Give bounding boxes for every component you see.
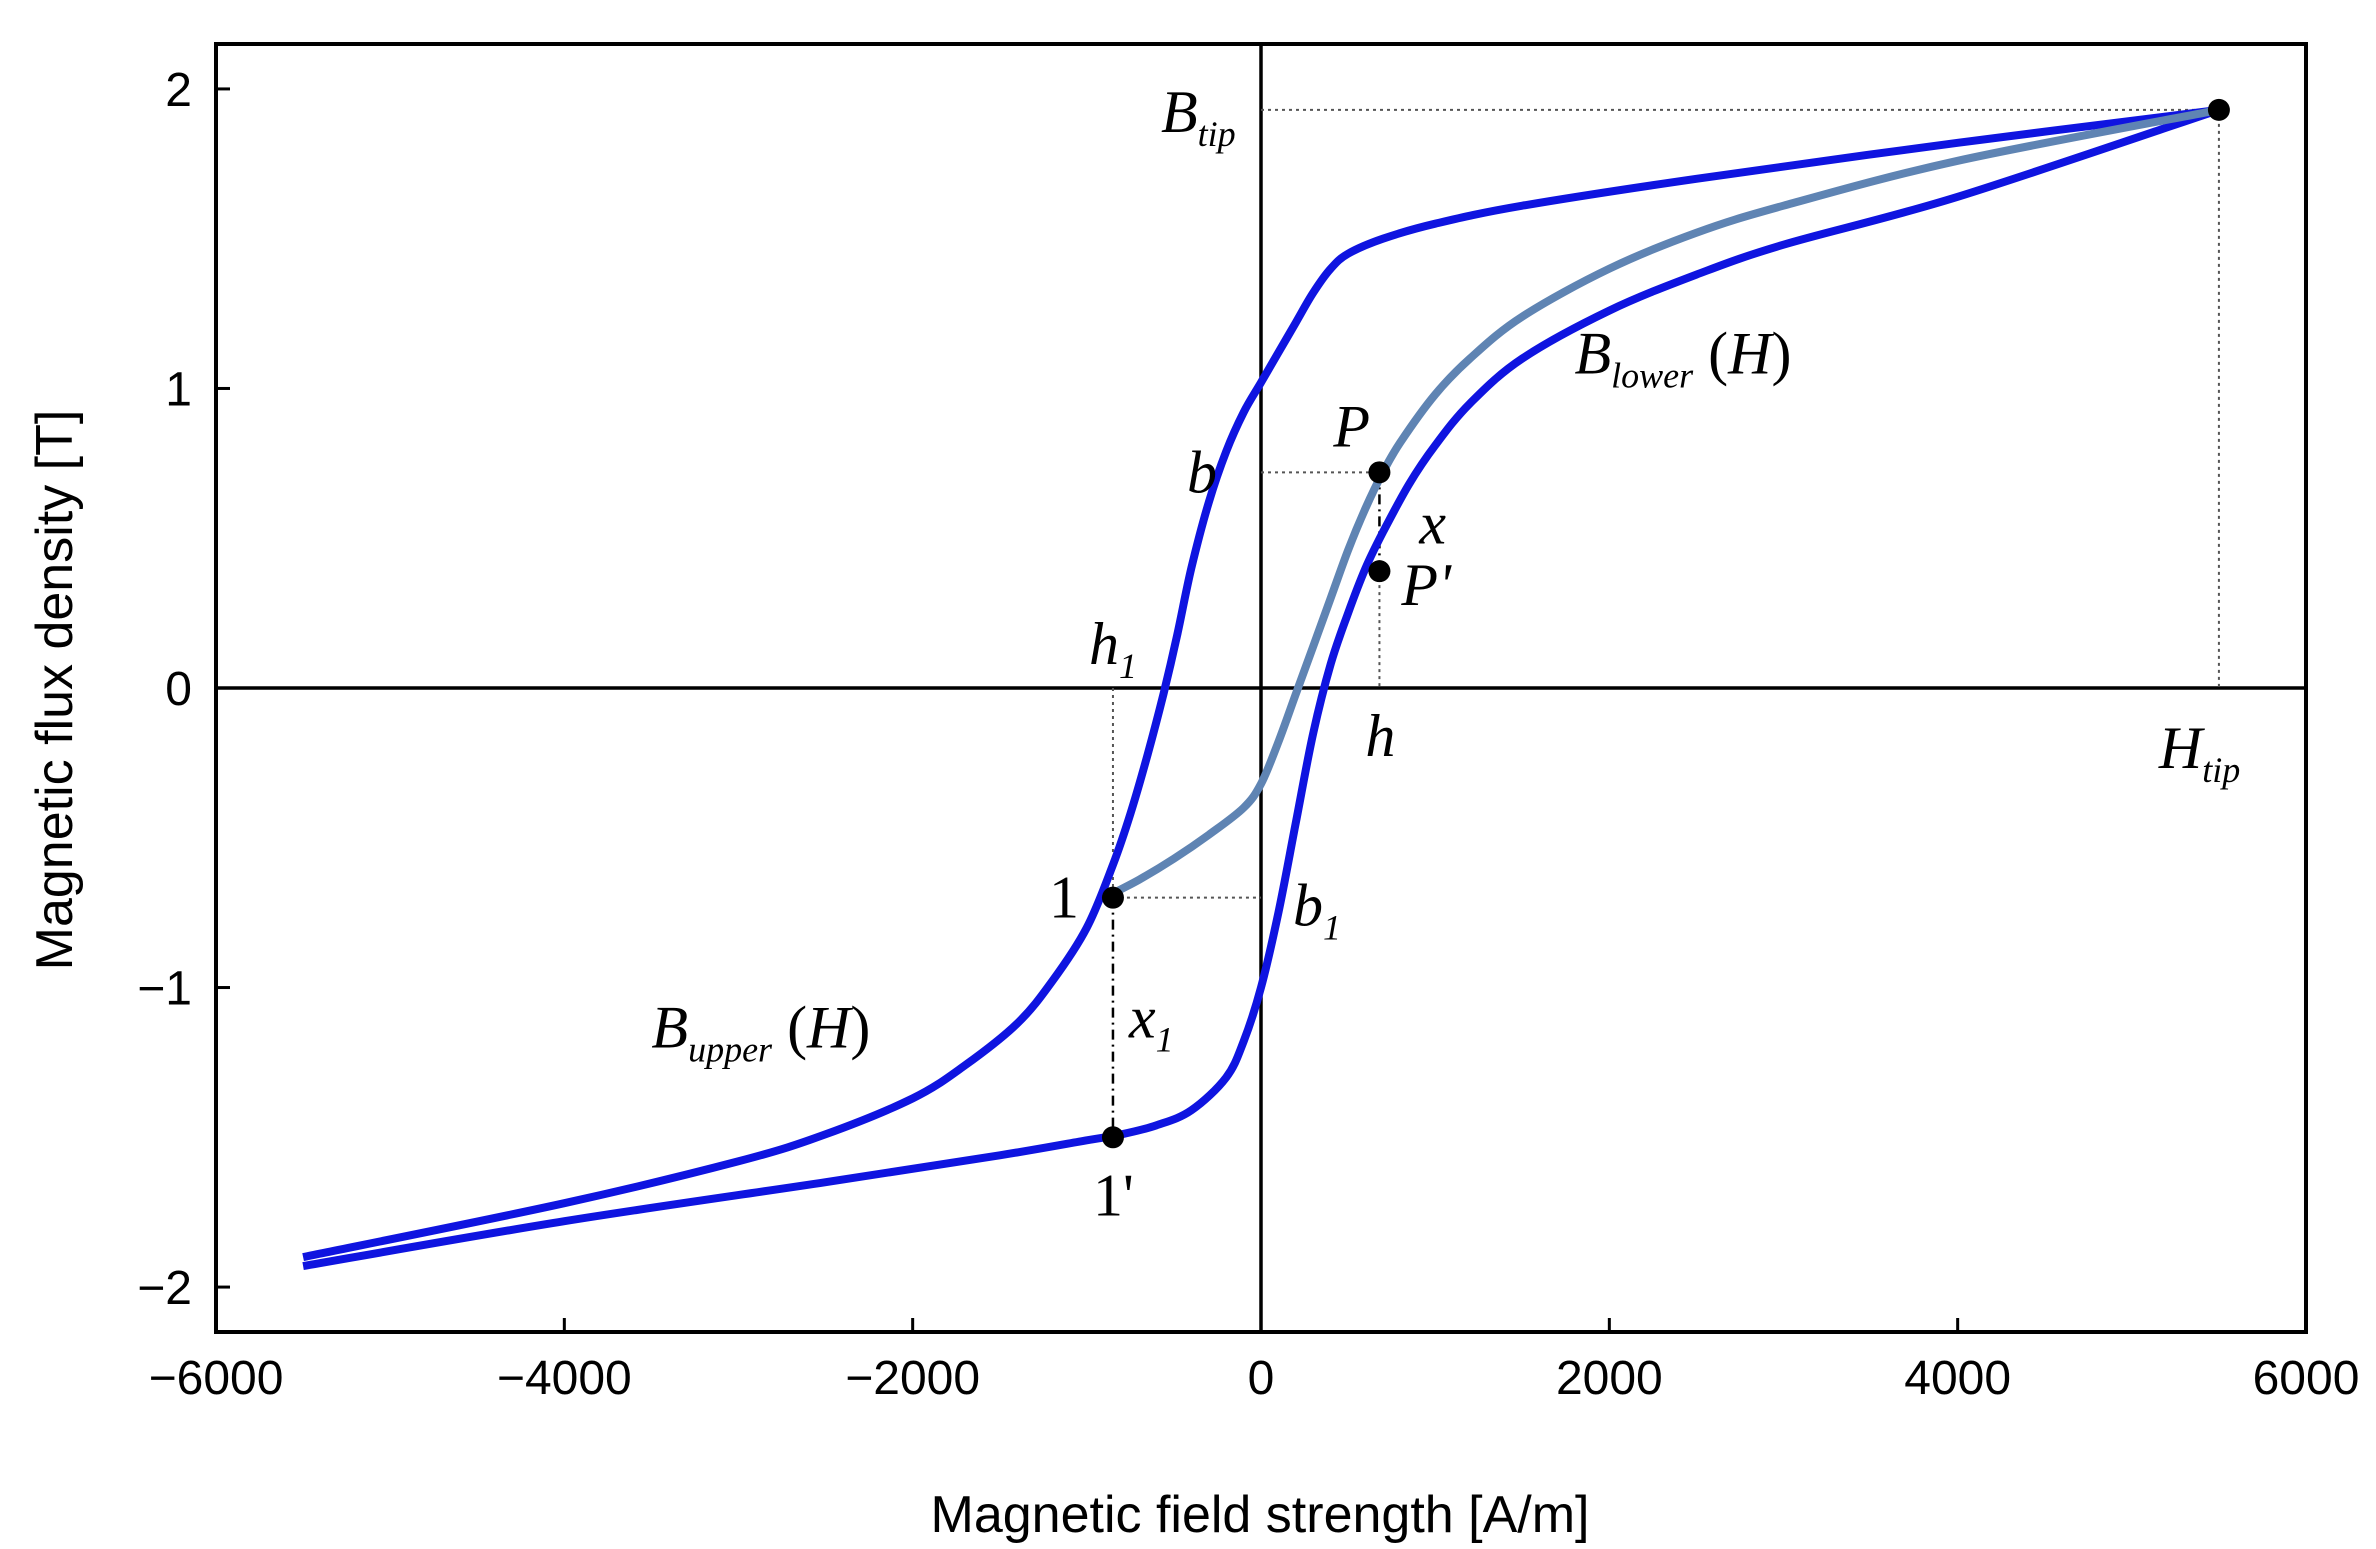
label-b: b <box>1187 439 1217 505</box>
point-marker <box>1368 461 1391 484</box>
y-axis-title: Magnetic flux density [T] <box>26 410 84 971</box>
label-btip: Btip <box>1161 79 1236 154</box>
label-1prime: 1' <box>1093 1162 1134 1228</box>
series-line-inner <box>1102 105 2220 902</box>
y-tick-label: 1 <box>165 363 192 416</box>
x-tick-label: −2000 <box>845 1352 980 1405</box>
y-tick-label: −2 <box>137 1262 192 1315</box>
y-tick-label: 0 <box>165 663 192 716</box>
y-tick-label: −1 <box>137 963 192 1016</box>
label-x: x <box>1418 490 1446 556</box>
x-tick-label: −6000 <box>149 1352 284 1405</box>
label-h1: h1 <box>1089 611 1137 686</box>
label-1: 1 <box>1049 865 1079 931</box>
label-x1: x1 <box>1128 984 1174 1059</box>
point-marker <box>1101 1126 1124 1149</box>
point-marker <box>1101 886 1124 909</box>
label-b-lower: Blower (H) <box>1575 320 1792 395</box>
series-line-upper <box>302 105 2220 1262</box>
point-marker <box>1368 560 1391 583</box>
label-P: P <box>1332 393 1370 459</box>
series-line-lower <box>302 106 2221 1271</box>
y-tick-label: 2 <box>165 64 192 117</box>
x-tick-label: 2000 <box>1556 1352 1663 1405</box>
x-tick-label: 0 <box>1248 1352 1275 1405</box>
label-b1: b1 <box>1293 873 1341 948</box>
point-marker <box>2207 98 2230 121</box>
label-h: h <box>1365 703 1395 769</box>
x-axis-title: Magnetic field strength [A/m] <box>931 1486 1590 1544</box>
x-tick-label: 6000 <box>2253 1352 2360 1405</box>
x-tick-label: 4000 <box>1904 1352 2011 1405</box>
x-tick-label: −4000 <box>497 1352 632 1405</box>
label-Pprime: P' <box>1400 552 1452 618</box>
label-b-upper: Bupper (H) <box>651 994 870 1069</box>
label-htip: Htip <box>2158 715 2240 790</box>
